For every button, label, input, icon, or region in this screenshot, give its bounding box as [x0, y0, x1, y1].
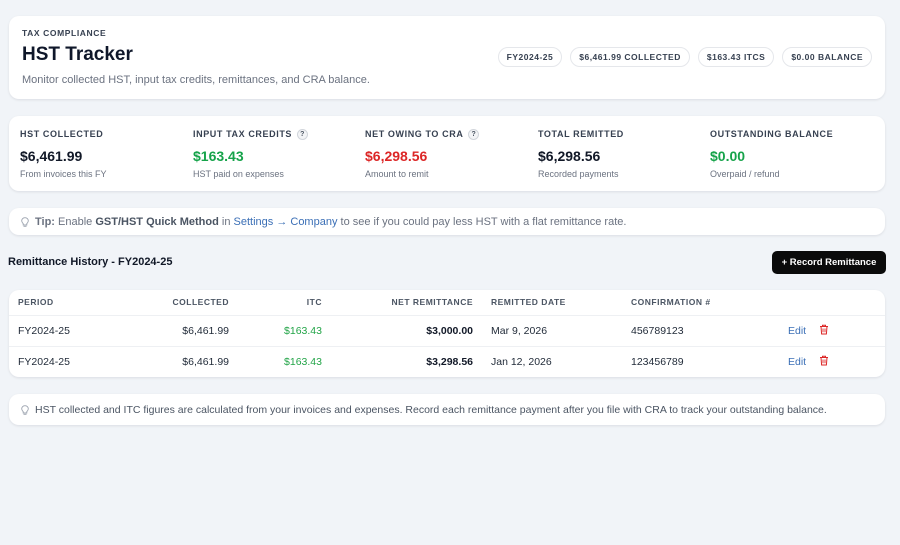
cell-remitted-date: Mar 9, 2026	[491, 325, 548, 337]
stat-subtext: From invoices this FY	[20, 169, 107, 179]
cell-itc: $163.43	[284, 356, 322, 368]
column-header-confirmation: CONFIRMATION #	[631, 297, 711, 307]
stat-label: INPUT TAX CREDITS	[193, 129, 293, 139]
stat-value: $0.00	[710, 148, 746, 164]
cell-net-remittance: $3,000.00	[426, 325, 473, 337]
tip-text: to see if you could pay less HST with a …	[340, 216, 627, 228]
itcs-pill: $163.43 ITCS	[697, 47, 775, 67]
edit-link[interactable]: Edit	[788, 356, 807, 368]
record-remittance-button[interactable]: + Record Remittance	[772, 251, 886, 274]
cell-net-remittance: $3,298.56	[426, 356, 473, 368]
stat-label: HST COLLECTED	[20, 129, 104, 139]
cell-collected: $6,461.99	[182, 325, 229, 337]
note-text: HST collected and ITC figures are calcul…	[35, 404, 827, 416]
cell-remitted-date: Jan 12, 2026	[491, 356, 552, 368]
cell-period: FY2024-25	[18, 356, 70, 368]
section-title: Remittance History - FY2024-25	[8, 256, 173, 268]
row-divider	[9, 346, 885, 347]
stat-outstanding-balance: OUTSTANDING BALANCE $0.00 Overpaid / ref…	[710, 128, 833, 179]
column-header-period: PERIOD	[18, 297, 54, 307]
stat-value: $6,461.99	[20, 148, 83, 164]
column-header-collected: COLLECTED	[172, 297, 229, 307]
column-header-itc: ITC	[306, 297, 322, 307]
stat-value: $6,298.56	[538, 148, 601, 164]
lightbulb-icon	[21, 404, 29, 415]
page-subtitle: Monitor collected HST, input tax credits…	[22, 74, 370, 86]
cell-confirmation: 123456789	[631, 356, 684, 368]
stat-subtext: Amount to remit	[365, 169, 429, 179]
edit-link[interactable]: Edit	[788, 325, 807, 337]
tip-text: in	[221, 216, 231, 228]
breadcrumb-arrow: →	[276, 216, 288, 228]
stat-subtext: Recorded payments	[538, 169, 619, 179]
help-icon[interactable]: ?	[468, 128, 480, 140]
summary-pills: FY2024-25 $6,461.99 COLLECTED $163.43 IT…	[497, 47, 872, 67]
help-icon[interactable]: ?	[297, 128, 309, 140]
cell-period: FY2024-25	[18, 325, 70, 337]
cell-itc: $163.43	[284, 325, 322, 337]
column-header-remitted-date: REMITTED DATE	[491, 297, 566, 307]
company-link[interactable]: Company	[290, 216, 338, 228]
stat-label: NET OWING TO CRA	[365, 129, 464, 139]
lightbulb-icon	[21, 216, 29, 227]
header-card: TAX COMPLIANCE HST Tracker Monitor colle…	[9, 16, 885, 99]
tip-prefix: Tip:	[35, 216, 55, 228]
stat-value: $6,298.56	[365, 148, 428, 164]
fiscal-year-pill: FY2024-25	[497, 47, 563, 67]
stat-hst-collected: HST COLLECTED $6,461.99 From invoices th…	[20, 128, 107, 179]
tip-banner: Tip: Enable GST/HST Quick Method in Sett…	[9, 208, 885, 235]
stat-label: OUTSTANDING BALANCE	[710, 129, 834, 139]
stats-card: HST COLLECTED $6,461.99 From invoices th…	[9, 116, 885, 191]
balance-pill: $0.00 BALANCE	[782, 47, 872, 67]
stat-net-owing: NET OWING TO CRA? $6,298.56 Amount to re…	[365, 128, 480, 179]
stat-total-remitted: TOTAL REMITTED $6,298.56 Recorded paymen…	[538, 128, 624, 179]
tip-feature-name: GST/HST Quick Method	[95, 216, 219, 228]
eyebrow-label: TAX COMPLIANCE	[22, 28, 107, 38]
stat-subtext: Overpaid / refund	[710, 169, 780, 179]
trash-icon[interactable]	[819, 324, 829, 335]
trash-icon[interactable]	[819, 355, 829, 366]
column-header-net-remittance: NET REMITTANCE	[391, 297, 473, 307]
stat-value: $163.43	[193, 148, 244, 164]
collected-pill: $6,461.99 COLLECTED	[570, 47, 690, 67]
cell-confirmation: 456789123	[631, 325, 684, 337]
cell-collected: $6,461.99	[182, 356, 229, 368]
remittance-table: PERIOD COLLECTED ITC NET REMITTANCE REMI…	[9, 290, 885, 377]
stat-subtext: HST paid on expenses	[193, 169, 284, 179]
info-note: HST collected and ITC figures are calcul…	[9, 394, 885, 425]
page-title: HST Tracker	[22, 44, 133, 65]
settings-link[interactable]: Settings	[233, 216, 274, 228]
stat-input-tax-credits: INPUT TAX CREDITS? $163.43 HST paid on e…	[193, 128, 309, 179]
stat-label: TOTAL REMITTED	[538, 129, 624, 139]
row-divider	[9, 315, 885, 316]
tip-text: Enable	[58, 216, 93, 228]
